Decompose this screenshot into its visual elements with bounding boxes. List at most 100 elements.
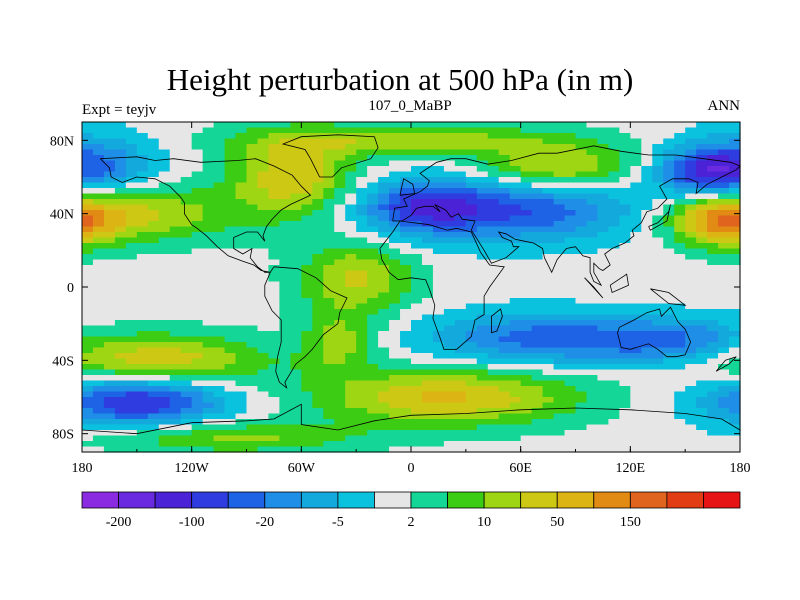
field-cell [191,380,204,387]
field-cell [476,303,489,310]
field-cell [82,298,94,305]
field-cell [235,166,248,173]
field-cell [729,320,741,327]
field-cell [411,204,423,211]
field-cell [257,182,270,189]
field-cell [531,292,544,299]
field-cell [257,221,270,228]
field-cell [400,435,412,442]
field-cell [553,298,566,305]
field-cell [334,144,346,151]
field-cell [301,435,313,442]
field-cell [542,402,555,409]
field-cell [432,342,445,349]
field-cell [696,287,708,294]
field-cell [400,248,412,255]
field-cell [268,402,280,409]
field-cell [356,369,368,376]
field-cell [553,336,566,343]
field-cell [421,303,434,310]
field-cell [158,193,171,200]
field-cell [367,441,379,448]
field-cell [158,325,171,332]
field-cell [224,221,237,228]
field-cell [487,204,500,211]
field-cell [92,138,105,145]
field-cell [674,270,686,277]
field-cell [729,144,741,151]
field-cell [257,347,270,354]
field-cell [180,177,193,184]
field-cell [158,281,171,288]
field-cell [257,375,270,382]
field-cell [180,210,193,217]
field-cell [323,144,335,151]
field-cell [718,243,730,250]
field-cell [520,248,533,255]
field-cell [191,215,204,222]
field-cell [432,259,445,266]
field-cell [575,199,588,206]
field-cell [279,243,291,250]
field-cell [421,386,434,393]
field-cell [652,160,664,167]
coastline [281,134,379,178]
field-cell [323,419,335,426]
field-cell [663,166,675,173]
field-cell [400,127,412,134]
field-cell [147,336,160,343]
field-cell [312,397,324,404]
coastline [650,288,687,306]
field-cell [257,320,270,327]
field-cell [443,177,456,184]
field-cell [147,408,160,415]
field-cell [92,160,105,167]
field-cell [729,314,741,321]
field-cell [411,237,423,244]
field-cell [542,270,555,277]
field-cell [663,138,675,145]
field-cell [652,171,664,178]
field-cell [465,380,478,387]
field-cell [411,144,423,151]
field-cell [169,166,182,173]
field-cell [389,188,401,195]
field-cell [114,397,127,404]
field-cell [597,155,609,162]
field-cell [312,226,324,233]
field-cell [509,342,522,349]
field-cell [158,215,171,222]
field-cell [729,199,741,206]
field-cell [169,446,182,453]
field-cell [586,210,599,217]
field-cell [114,248,127,255]
field-cell [224,254,237,261]
field-cell [246,133,259,140]
field-cell [575,232,588,239]
field-cell [301,336,313,343]
contour-field [82,122,741,453]
field-cell [575,287,588,294]
field-cell [246,303,259,310]
field-cell [542,331,555,338]
field-cell [345,386,357,393]
field-cell [432,446,445,453]
field-cell [575,303,588,310]
field-cell [290,193,302,200]
field-cell [323,182,335,189]
field-cell [345,325,357,332]
field-cell [421,331,434,338]
field-cell [103,369,116,376]
field-cell [246,342,259,349]
field-cell [103,188,116,195]
field-cell [564,166,577,173]
field-cell [411,419,423,426]
field-cell [509,265,522,272]
field-cell [498,380,511,387]
field-cell [103,413,116,420]
field-cell [674,188,686,195]
field-cell [597,254,609,261]
field-cell [213,446,226,453]
field-cell [378,435,390,442]
field-cell [509,177,522,184]
